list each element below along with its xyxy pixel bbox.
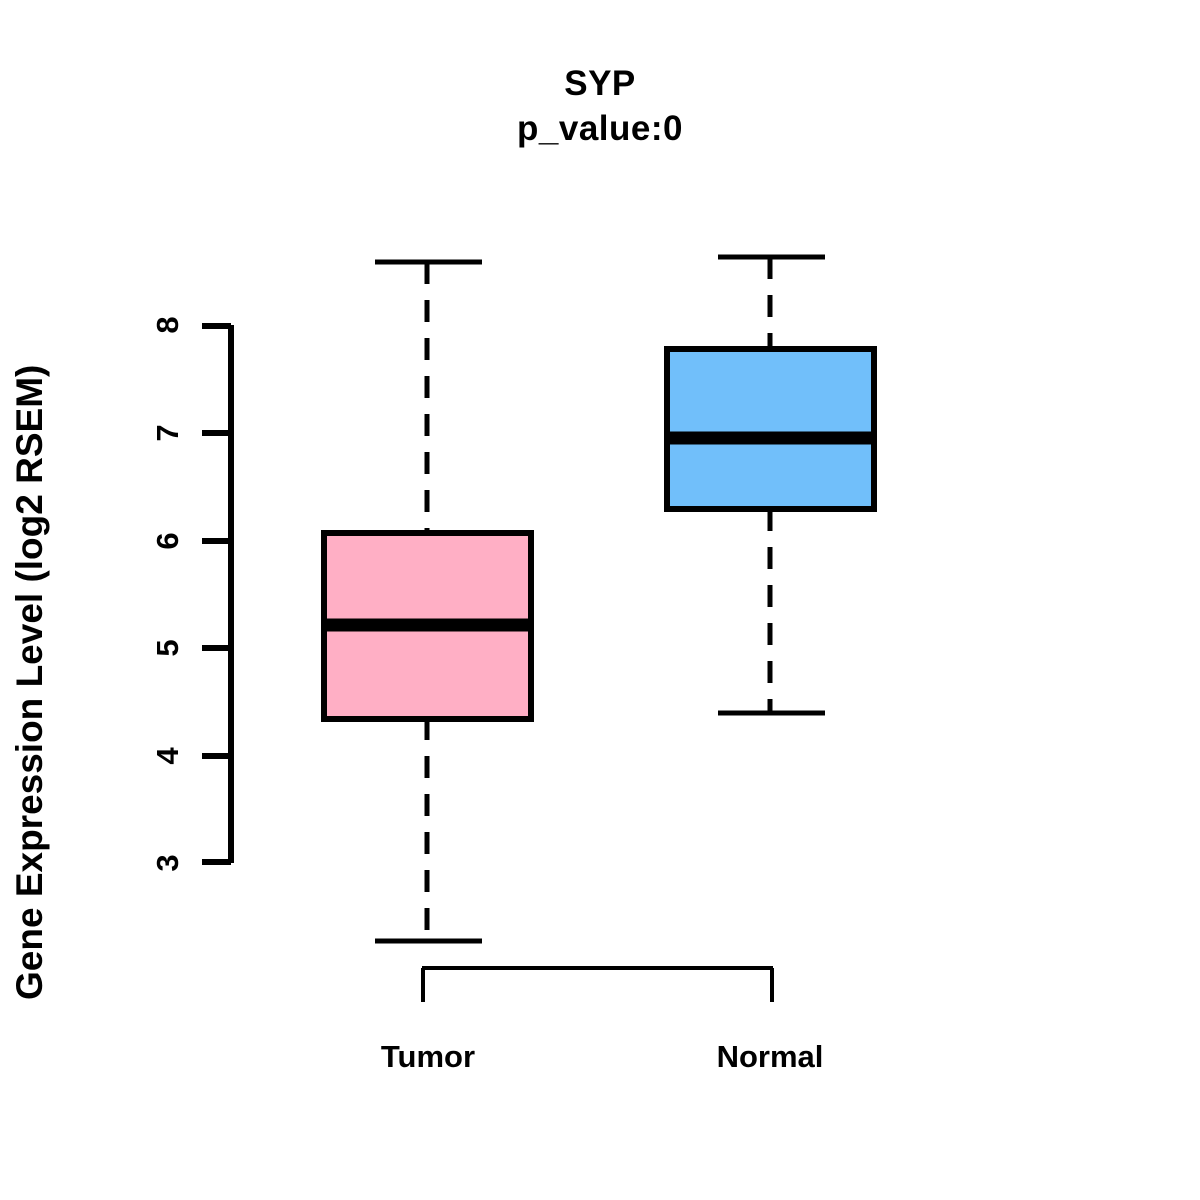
box-normal xyxy=(664,346,877,512)
x-tick-label-tumor: Tumor xyxy=(380,1039,476,1074)
box-group-normal xyxy=(664,254,877,716)
box-group-tumor xyxy=(321,259,534,944)
y-axis xyxy=(202,323,234,865)
x-tick-label-normal: Normal xyxy=(716,1039,824,1074)
x-axis xyxy=(421,966,774,1002)
